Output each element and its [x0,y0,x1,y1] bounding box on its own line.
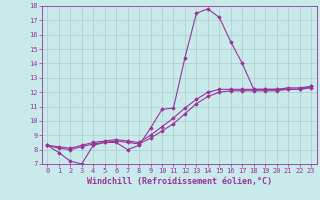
X-axis label: Windchill (Refroidissement éolien,°C): Windchill (Refroidissement éolien,°C) [87,177,272,186]
